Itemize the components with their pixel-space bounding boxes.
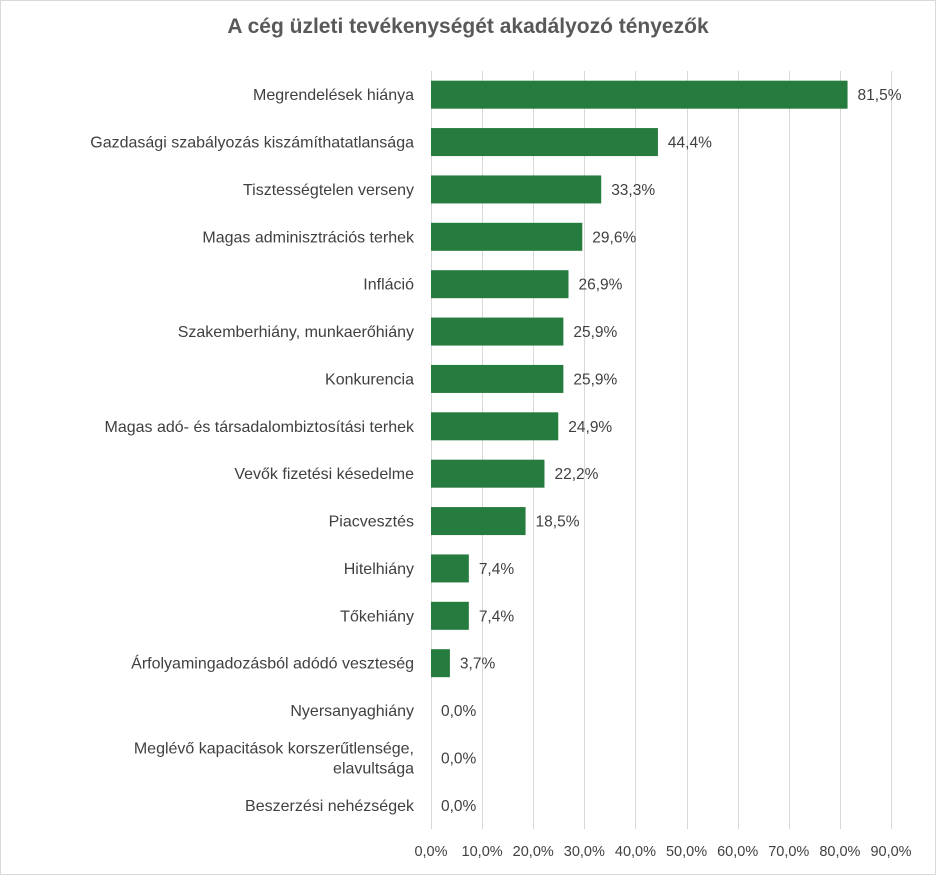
category-label-7: Magas adó- és társadalombiztosítási terh…	[105, 419, 415, 436]
data-label-5: 25,9%	[573, 324, 617, 341]
x-tick-label-4: 40,0%	[615, 844, 656, 860]
x-tick-label-1: 10,0%	[462, 844, 503, 860]
bar-1	[431, 128, 658, 157]
bar-12	[431, 649, 450, 678]
data-label-1: 44,4%	[668, 135, 712, 152]
x-tick-label-6: 60,0%	[717, 844, 758, 860]
x-tick-label-9: 90,0%	[870, 844, 911, 860]
x-tick-label-2: 20,0%	[513, 844, 554, 860]
bar-10	[431, 554, 469, 583]
category-label-6: Konkurencia	[325, 371, 414, 388]
bar-0	[431, 80, 848, 109]
category-label-13: Nyersanyaghiány	[290, 703, 414, 720]
category-label-2: Tisztességtelen verseny	[243, 182, 414, 199]
category-label-11: Tőkehiány	[340, 608, 414, 625]
category-label-15: Beszerzési nehézségek	[245, 798, 415, 815]
x-tick-label-8: 80,0%	[819, 844, 860, 860]
category-label-8: Vevők fizetési késedelme	[234, 466, 414, 483]
data-label-2: 33,3%	[611, 182, 655, 199]
bar-2	[431, 175, 602, 204]
category-label-1: Gazdasági szabályozás kiszámíthatatlansá…	[90, 135, 414, 152]
category-label-3: Magas adminisztrációs terhek	[202, 229, 415, 246]
data-label-14: 0,0%	[441, 750, 477, 767]
bar-4	[431, 270, 569, 299]
bar-8	[431, 459, 545, 488]
data-label-6: 25,9%	[573, 371, 617, 388]
data-label-13: 0,0%	[441, 703, 477, 720]
bar-9	[431, 507, 526, 536]
bar-3	[431, 222, 583, 251]
data-label-0: 81,5%	[858, 87, 902, 104]
data-label-15: 0,0%	[441, 798, 477, 815]
data-label-4: 26,9%	[578, 277, 622, 294]
data-label-3: 29,6%	[592, 229, 636, 246]
category-label-12: Árfolyamingadozásból adódó veszteség	[131, 654, 414, 673]
bar-7	[431, 412, 559, 441]
x-tick-label-0: 0,0%	[414, 844, 447, 860]
data-label-10: 7,4%	[479, 561, 515, 578]
category-label-4: Infláció	[363, 277, 414, 294]
bar-6	[431, 364, 564, 393]
bar-5	[431, 317, 564, 346]
data-label-7: 24,9%	[568, 419, 612, 436]
data-label-11: 7,4%	[479, 608, 515, 625]
data-label-8: 22,2%	[554, 466, 598, 483]
chart-title: A cég üzleti tevékenységét akadályozó té…	[227, 15, 709, 38]
x-tick-label-7: 70,0%	[768, 844, 809, 860]
data-label-9: 18,5%	[536, 514, 580, 531]
x-tick-label-5: 50,0%	[666, 844, 707, 860]
x-tick-label-3: 30,0%	[564, 844, 605, 860]
category-label-10: Hitelhiány	[344, 561, 414, 578]
category-label-14: Meglévő kapacitások korszerűtlensége, ela…	[134, 740, 414, 777]
bar-11	[431, 601, 469, 630]
data-label-12: 3,7%	[460, 656, 496, 673]
category-label-0: Megrendelések hiánya	[253, 87, 414, 104]
category-label-5: Szakemberhiány, munkaerőhiány	[178, 324, 414, 341]
category-label-9: Piacvesztés	[329, 514, 414, 531]
